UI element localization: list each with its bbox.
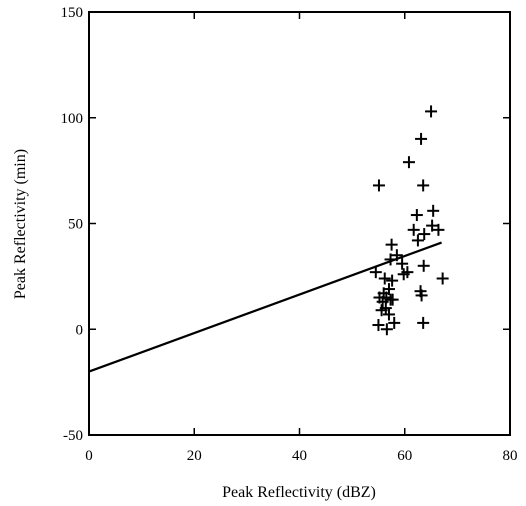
x-tick-label: 60 bbox=[397, 448, 412, 464]
data-point bbox=[378, 272, 391, 285]
data-point bbox=[402, 156, 415, 169]
data-point bbox=[410, 209, 423, 222]
data-point bbox=[415, 132, 428, 145]
data-point bbox=[376, 295, 389, 308]
x-tick-label: 40 bbox=[292, 448, 307, 464]
data-point bbox=[407, 223, 420, 236]
data-point bbox=[436, 272, 449, 285]
x-tick-label: 20 bbox=[187, 448, 202, 464]
data-point bbox=[427, 204, 440, 217]
y-tick-label: -50 bbox=[63, 428, 83, 444]
data-point bbox=[372, 179, 385, 192]
y-tick-label: 100 bbox=[61, 111, 84, 127]
x-axis-label: Peak Reflectivity (dBZ) bbox=[222, 484, 376, 501]
data-point bbox=[415, 289, 428, 302]
data-point bbox=[417, 316, 430, 329]
data-point bbox=[388, 316, 401, 329]
data-point bbox=[425, 105, 438, 118]
data-point bbox=[375, 304, 388, 317]
y-axis-label: Peak Reflectivity (min) bbox=[12, 149, 29, 299]
data-point bbox=[382, 308, 395, 321]
data-point bbox=[369, 266, 382, 279]
x-tick-label: 80 bbox=[503, 448, 518, 464]
data-point bbox=[385, 238, 398, 251]
data-point bbox=[426, 219, 439, 232]
y-tick-label: 0 bbox=[76, 322, 84, 338]
data-point bbox=[386, 293, 399, 306]
data-point bbox=[386, 274, 399, 287]
data-point bbox=[418, 228, 431, 241]
data-point bbox=[417, 179, 430, 192]
data-point bbox=[396, 257, 409, 270]
data-points bbox=[369, 105, 449, 336]
data-point bbox=[411, 234, 424, 247]
regression-line bbox=[88, 241, 442, 373]
y-tick-label: 150 bbox=[61, 5, 84, 21]
x-tick-label: 0 bbox=[85, 448, 93, 464]
data-point bbox=[432, 223, 445, 236]
plot-frame bbox=[88, 11, 511, 436]
data-point bbox=[372, 319, 385, 332]
axis-ticks bbox=[88, 11, 511, 436]
data-point bbox=[401, 266, 414, 279]
data-point bbox=[417, 259, 430, 272]
data-point bbox=[384, 253, 397, 266]
data-point bbox=[390, 249, 403, 262]
data-point bbox=[380, 323, 393, 336]
y-tick-label: 50 bbox=[68, 217, 83, 233]
